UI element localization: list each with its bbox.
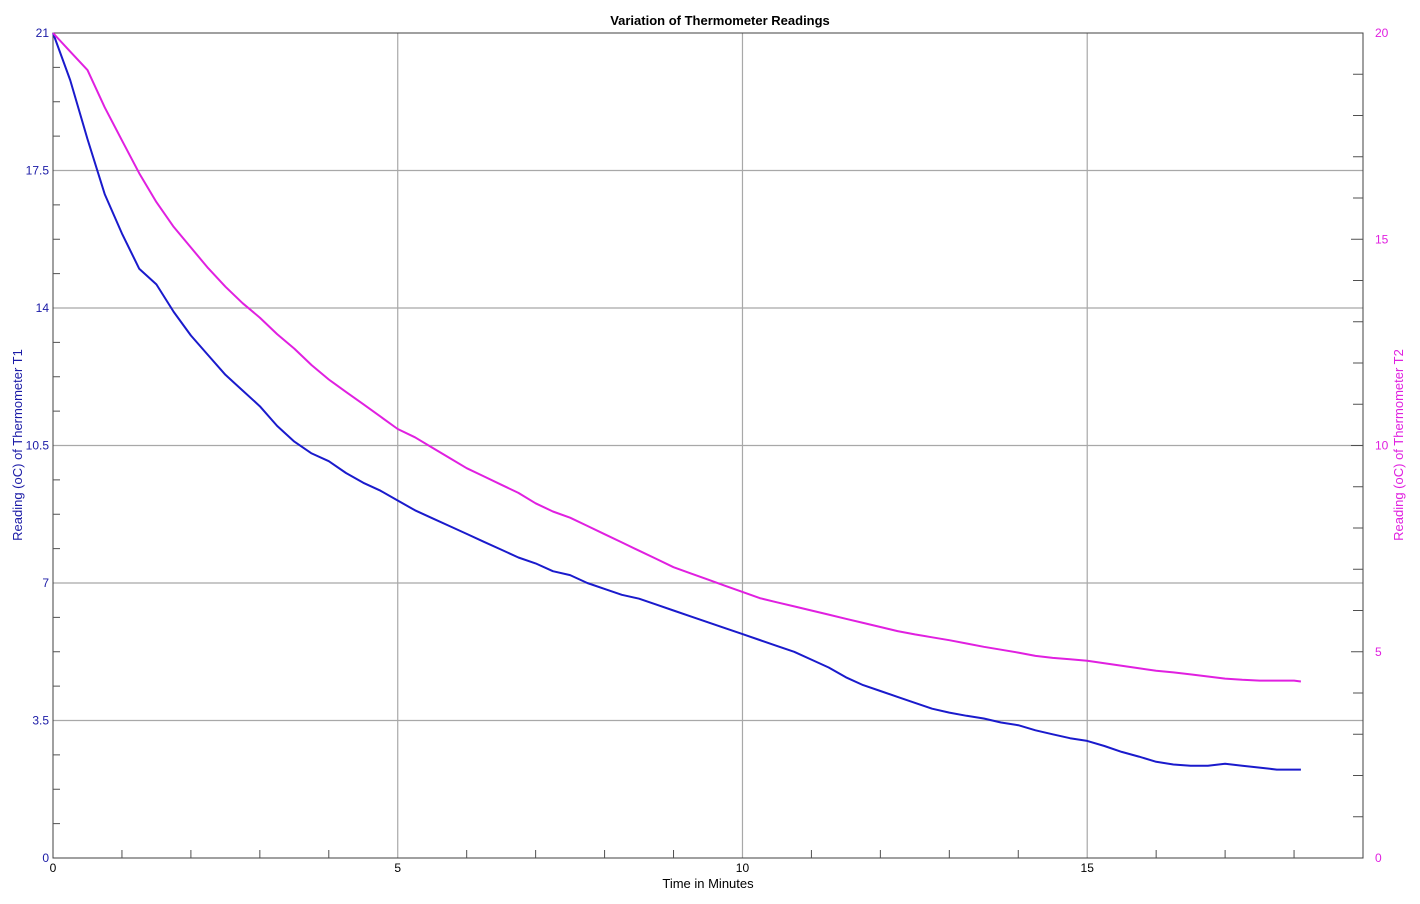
y-right-tick-label: 5 xyxy=(1375,645,1382,659)
x-axis-label: Time in Minutes xyxy=(662,876,754,891)
y-left-tick-label: 7 xyxy=(42,576,49,590)
x-tick-label: 10 xyxy=(736,861,750,875)
y-left-tick-label: 0 xyxy=(42,851,49,865)
y-axis-left-label: Reading (oC) of Thermometer T1 xyxy=(10,349,25,541)
y-right-tick-label: 10 xyxy=(1375,439,1389,453)
y-left-tick-label: 14 xyxy=(36,301,50,315)
y-left-tick-label: 17.5 xyxy=(26,164,50,178)
series-line-t1 xyxy=(52,32,1301,771)
y-axis-right-label: Reading (oC) of Thermometer T2 xyxy=(1391,349,1406,541)
series-line-t2 xyxy=(52,32,1302,683)
x-tick-label: 0 xyxy=(50,861,57,875)
axis-ticks: 0 5 10 15 0 3.5 7 10.5 14 17.5 21 0 5 10 15 20 xyxy=(26,26,1389,875)
chart-title: Variation of Thermometer Readings xyxy=(610,13,830,28)
y-left-tick-label: 10.5 xyxy=(26,439,50,453)
y-right-tick-label: 0 xyxy=(1375,851,1382,865)
x-tick-label: 5 xyxy=(394,861,401,875)
y-right-tick-label: 20 xyxy=(1375,26,1389,40)
x-tick-label: 15 xyxy=(1081,861,1095,875)
y-right-tick-label: 15 xyxy=(1375,232,1389,246)
y-left-tick-label: 21 xyxy=(36,26,50,40)
grid-lines xyxy=(53,33,1363,858)
series-lines xyxy=(52,32,1302,771)
y-left-tick-label: 3.5 xyxy=(32,714,49,728)
